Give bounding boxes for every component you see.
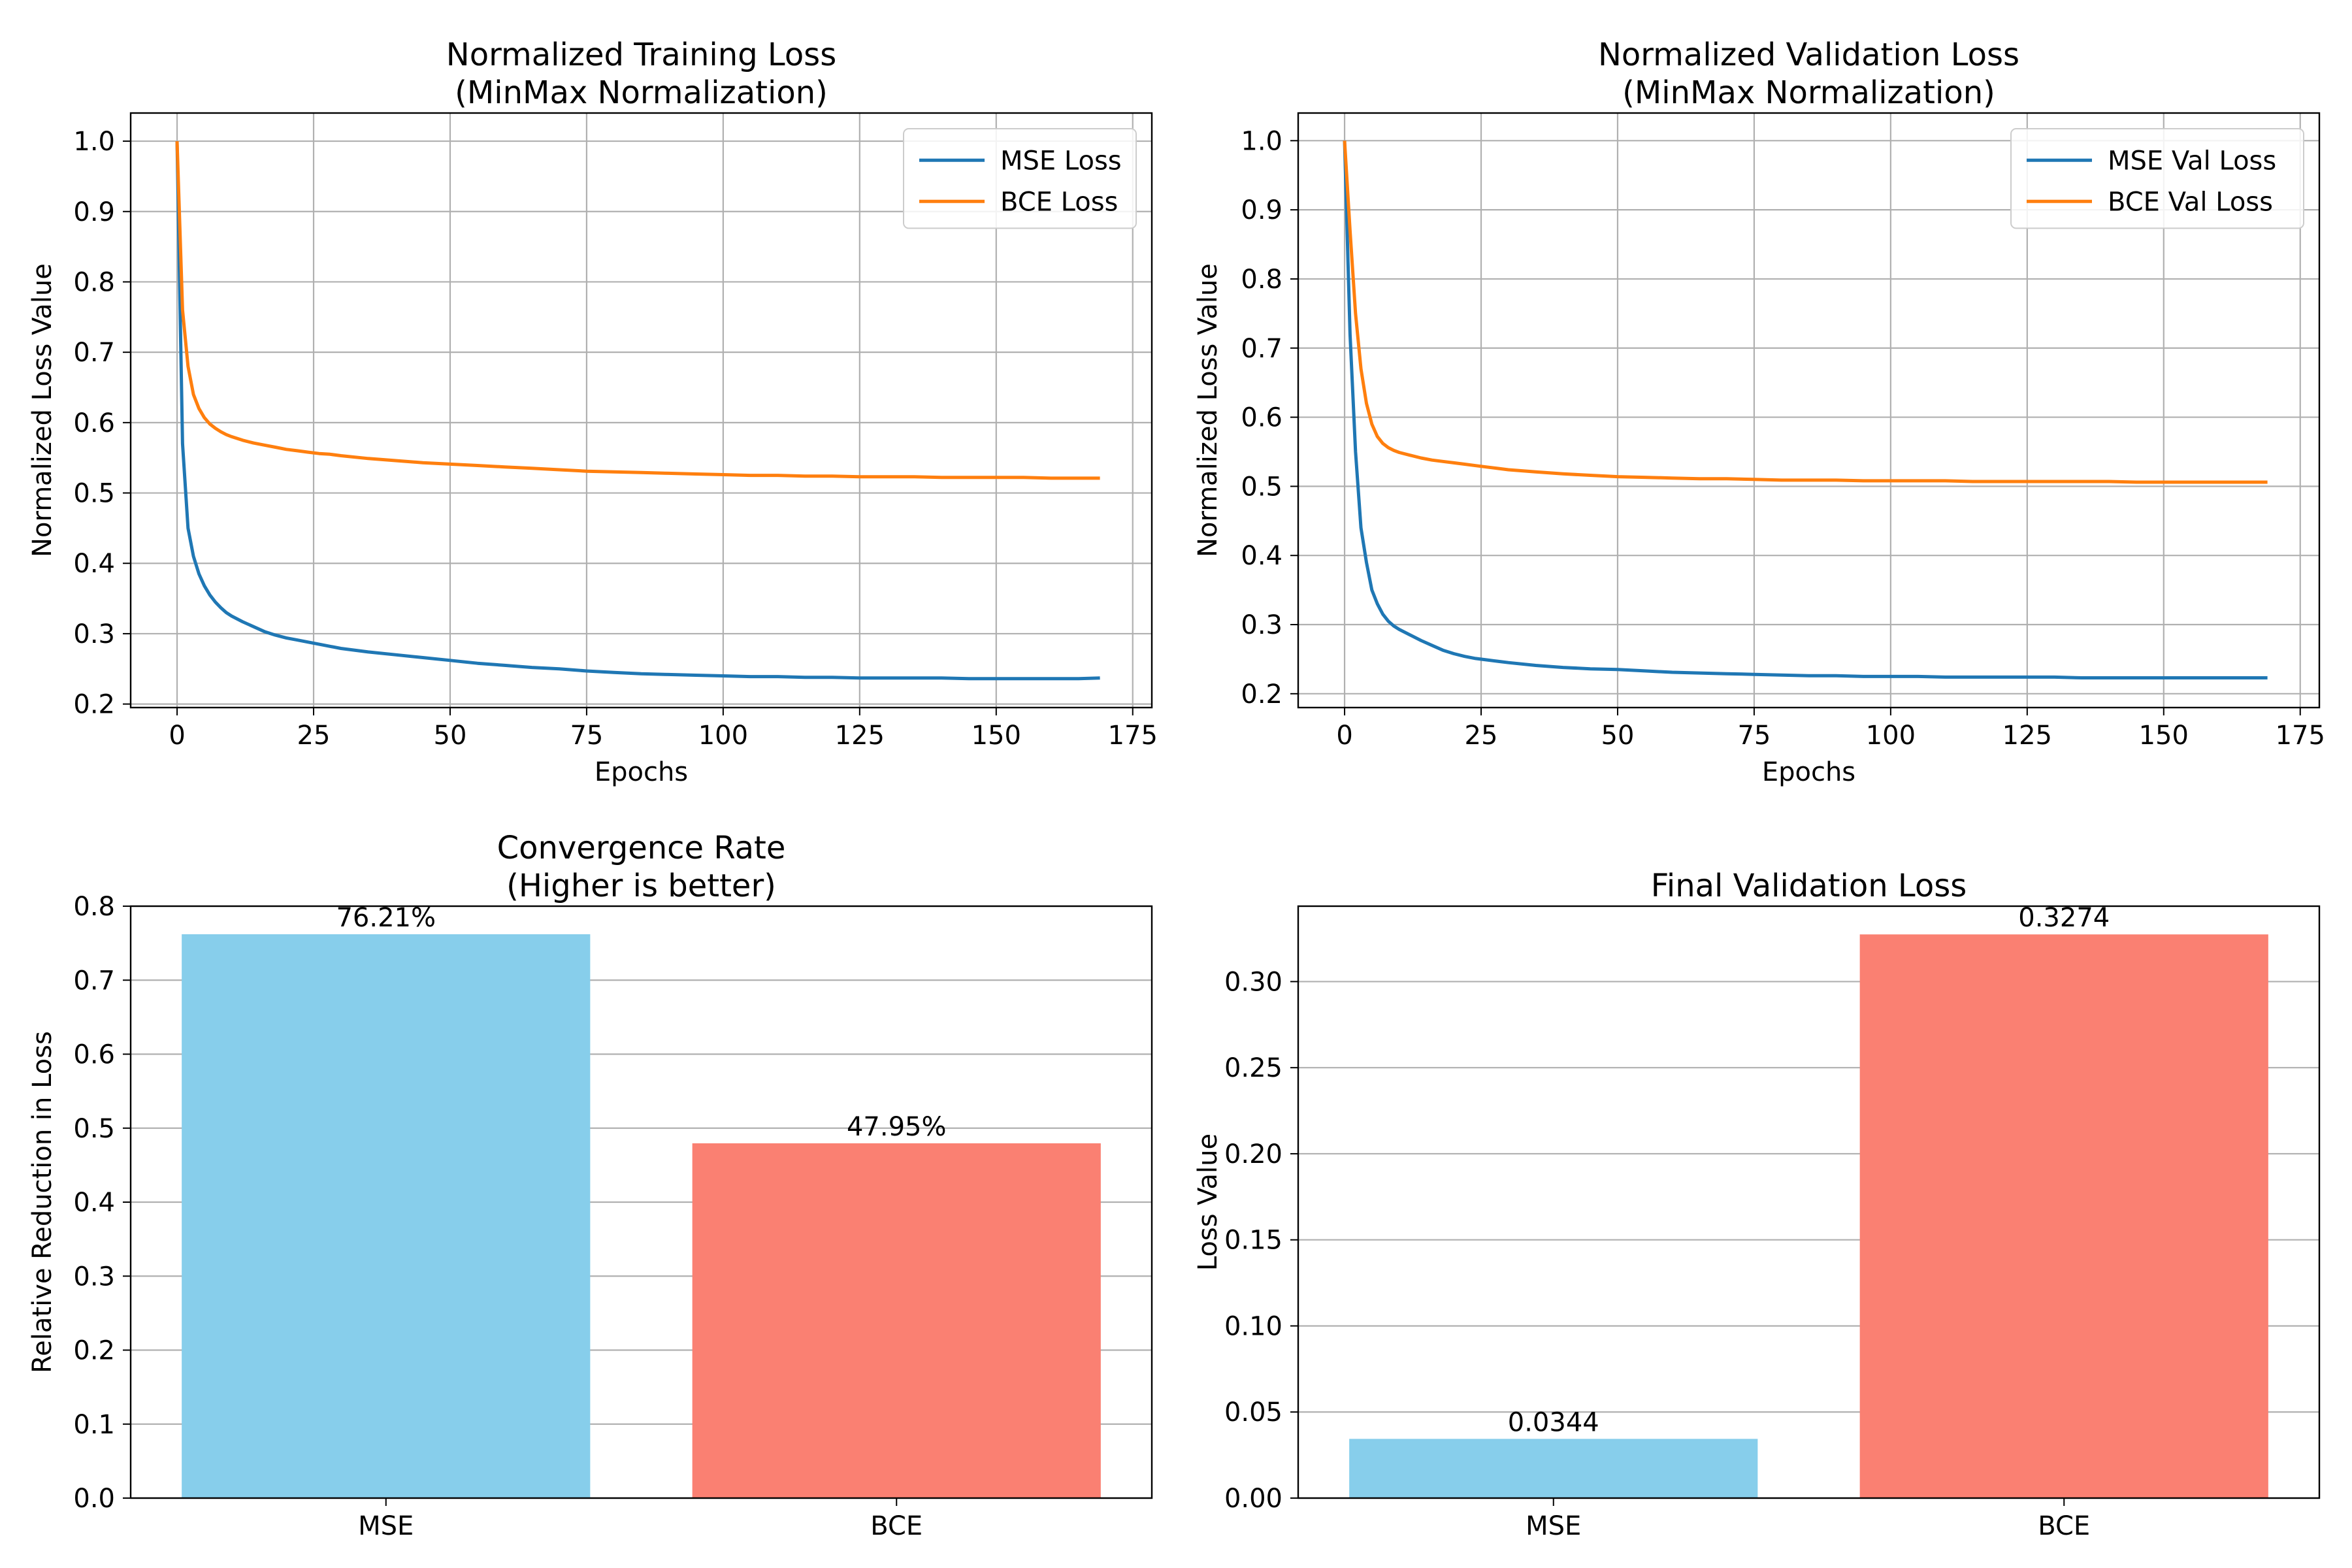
- x-tick-label: 25: [1465, 721, 1498, 751]
- x-tick-label: 75: [1737, 721, 1771, 751]
- y-tick-label: 0.5: [73, 479, 115, 509]
- x-tick-label: 175: [1108, 721, 1158, 751]
- y-tick-label: 0.4: [73, 549, 115, 579]
- legend-box: [903, 128, 1137, 229]
- x-tick-label: 75: [570, 721, 603, 751]
- chart-panel-3: 76.21% MSE 47.95% BCE 0.0 0.1 0.2 0.3 0.4 0.5 0.6 0…: [27, 830, 1153, 1541]
- y-tick-label: 0.3: [73, 1262, 115, 1292]
- bar-data-label: 0.0344: [1508, 1407, 1599, 1437]
- y-tick-label: 0.30: [1224, 967, 1282, 997]
- y-tick-label: 0.20: [1224, 1139, 1282, 1169]
- x-axis-label: Epochs: [1762, 757, 1855, 787]
- y-tick-label: 0.5: [1241, 472, 1282, 502]
- y-tick-label: 0.6: [73, 408, 115, 438]
- chart-panel-1: 0 25 50 75 100 125 150 175 0.2 0.3 0.4 0.5 0.6 0.7 0.8…: [27, 37, 1158, 787]
- legend-label: BCE Val Loss: [2108, 187, 2273, 217]
- y-axis-label: Relative Reduction in Loss: [27, 1031, 57, 1373]
- x-tick-label: 100: [698, 721, 748, 751]
- x-tick-label: 0: [1336, 721, 1352, 751]
- chart-title: Convergence Rate: [497, 830, 786, 866]
- bar-mse: [1349, 1439, 1758, 1498]
- y-tick-label: 0.2: [1241, 679, 1282, 710]
- bar-bce: [1859, 934, 2268, 1498]
- bar-data-label: 76.21%: [336, 903, 436, 933]
- y-tick-label: 0.4: [1241, 541, 1282, 571]
- bar-data-label: 0.3274: [2018, 903, 2110, 933]
- x-tick-label: 150: [972, 721, 1021, 751]
- x-tick-label: BCE: [2038, 1511, 2090, 1541]
- y-tick-label: 0.3: [1241, 610, 1282, 640]
- y-axis-label: Normalized Loss Value: [27, 263, 57, 557]
- series-line-mse-loss: [175, 141, 1100, 681]
- x-tick-label: 25: [297, 721, 331, 751]
- y-tick-label: 0.00: [1224, 1484, 1282, 1514]
- x-tick-label: 50: [1601, 721, 1635, 751]
- x-tick-label: MSE: [358, 1511, 414, 1541]
- x-tick-label: 50: [434, 721, 467, 751]
- axes-frame: [1297, 905, 2321, 1499]
- chart-subtitle: (MinMax Normalization): [1622, 74, 1995, 111]
- y-tick-label: 0.0: [73, 1484, 115, 1514]
- y-tick-label: 0.9: [73, 197, 115, 227]
- x-tick-label: MSE: [1526, 1511, 1581, 1541]
- series-line-bce-val-loss: [1343, 140, 2268, 484]
- chart-subtitle: (MinMax Normalization): [455, 74, 828, 111]
- y-tick-label: 1.0: [73, 127, 115, 157]
- chart-title: Normalized Training Loss: [446, 37, 836, 73]
- bar-bce: [692, 1143, 1101, 1498]
- y-tick-label: 0.9: [1241, 195, 1282, 225]
- y-tick-label: 0.25: [1224, 1053, 1282, 1083]
- y-tick-label: 0.8: [1241, 265, 1282, 295]
- legend: MSE Val Loss BCE Val Loss: [2010, 128, 2304, 229]
- y-tick-label: 0.8: [73, 892, 115, 922]
- y-axis-label: Loss Value: [1193, 1134, 1223, 1271]
- y-tick-label: 0.6: [1241, 403, 1282, 433]
- y-tick-label: 0.2: [73, 1336, 115, 1366]
- bar-mse: [182, 934, 591, 1498]
- y-tick-label: 0.7: [73, 338, 115, 368]
- x-tick-label: 0: [169, 721, 185, 751]
- y-tick-label: 1.0: [1241, 126, 1282, 156]
- chart-panel-2: 0 25 50 75 100 125 150 175 0.2 0.3 0.4 0.5 0.6 0.7 0.8…: [1193, 37, 2325, 787]
- chart-panel-4: 0.0344 MSE 0.3274 BCE 0.00 0.05 0.10 0.15 0.20 0.…: [1193, 868, 2321, 1541]
- x-axis-label: Epochs: [595, 757, 688, 787]
- x-tick-label: 125: [2002, 721, 2052, 751]
- chart-title: Normalized Validation Loss: [1598, 37, 2019, 73]
- y-tick-label: 0.1: [73, 1410, 115, 1440]
- x-tick-label: 125: [835, 721, 885, 751]
- legend-label: MSE Val Loss: [2108, 146, 2276, 176]
- y-tick-label: 0.7: [73, 966, 115, 996]
- chart-title: Final Validation Loss: [1651, 868, 1967, 904]
- y-tick-label: 0.15: [1224, 1226, 1282, 1256]
- y-tick-label: 0.8: [73, 267, 115, 297]
- x-tick-label: 175: [2276, 721, 2325, 751]
- x-tick-label: 150: [2139, 721, 2189, 751]
- chart-subtitle: (Higher is better): [506, 868, 776, 904]
- y-tick-label: 0.10: [1224, 1311, 1282, 1341]
- x-tick-label: BCE: [870, 1511, 923, 1541]
- y-tick-label: 0.3: [73, 619, 115, 649]
- series-line-mse-val-loss: [1343, 140, 2268, 679]
- series-line-bce-loss: [175, 141, 1100, 480]
- legend-label: BCE Loss: [1000, 187, 1118, 217]
- y-tick-label: 0.7: [1241, 334, 1282, 364]
- y-tick-label: 0.6: [73, 1040, 115, 1070]
- legend: MSE Loss BCE Loss: [903, 128, 1137, 229]
- y-axis-label: Normalized Loss Value: [1193, 263, 1223, 557]
- x-tick-label: 100: [1866, 721, 1916, 751]
- y-tick-label: 0.05: [1224, 1397, 1282, 1428]
- bar-data-label: 47.95%: [847, 1112, 947, 1142]
- axes-frame: [129, 112, 1153, 709]
- y-tick-label: 0.4: [73, 1188, 115, 1218]
- y-tick-label: 0.2: [73, 690, 115, 720]
- y-tick-label: 0.5: [73, 1114, 115, 1144]
- axes-frame: [1297, 112, 2321, 709]
- legend-label: MSE Loss: [1000, 146, 1122, 176]
- legend-box: [2010, 128, 2304, 229]
